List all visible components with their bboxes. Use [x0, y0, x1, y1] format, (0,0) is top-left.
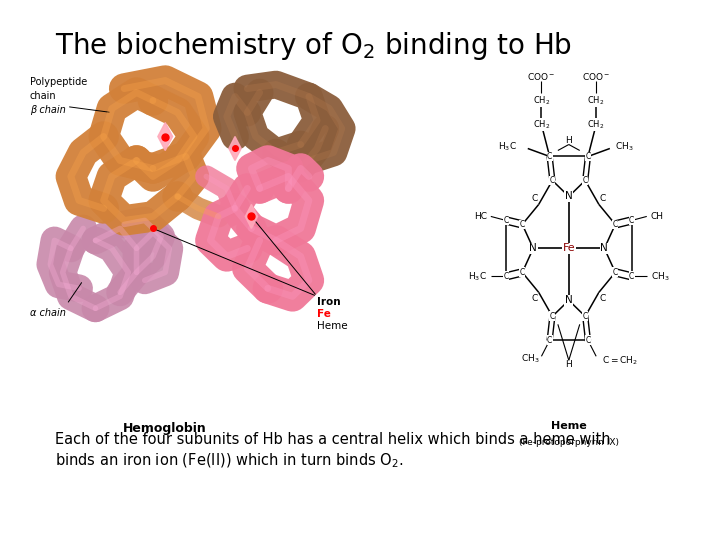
Text: C: C	[550, 176, 555, 185]
Text: H: H	[565, 136, 572, 145]
Text: C: C	[582, 312, 588, 321]
Text: C: C	[629, 272, 634, 281]
Text: Polypeptide: Polypeptide	[30, 77, 87, 86]
Text: Fe: Fe	[562, 244, 575, 253]
Text: C: C	[531, 294, 538, 303]
Text: CH$_3$: CH$_3$	[616, 140, 634, 153]
Text: binds an iron ion (Fe(II)) which in turn binds O$_2$.: binds an iron ion (Fe(II)) which in turn…	[55, 452, 403, 470]
Text: C: C	[613, 220, 618, 229]
Text: CH$_2$: CH$_2$	[533, 118, 550, 131]
Text: COO$^-$: COO$^-$	[527, 71, 556, 82]
Text: C: C	[503, 216, 508, 225]
Text: CH$_3$: CH$_3$	[651, 270, 670, 282]
Text: C$=$CH$_2$: C$=$CH$_2$	[602, 354, 637, 367]
Text: H$_3$C: H$_3$C	[498, 140, 517, 153]
Text: H: H	[565, 360, 572, 369]
Text: N: N	[600, 244, 608, 253]
Text: C: C	[613, 268, 618, 277]
Text: β chain: β chain	[30, 105, 66, 114]
Text: C: C	[531, 194, 538, 203]
Text: Hemoglobin: Hemoglobin	[123, 422, 207, 435]
Text: N: N	[565, 295, 572, 305]
Text: HC: HC	[474, 212, 487, 221]
Text: C: C	[582, 176, 588, 185]
Text: C: C	[629, 216, 634, 225]
Polygon shape	[229, 137, 241, 160]
Text: C: C	[547, 336, 552, 345]
Text: C: C	[600, 194, 606, 203]
Text: CH$_2$: CH$_2$	[588, 118, 605, 131]
Text: Each of the four subunits of Hb has a central helix which binds a heme with: Each of the four subunits of Hb has a ce…	[55, 432, 611, 447]
Text: H$_3$C: H$_3$C	[468, 270, 487, 282]
Text: N: N	[565, 192, 572, 201]
Text: CH$_3$: CH$_3$	[521, 352, 540, 365]
Text: N: N	[529, 244, 537, 253]
Text: C: C	[585, 152, 590, 161]
Text: C: C	[547, 152, 552, 161]
Polygon shape	[246, 205, 258, 228]
Text: The biochemistry of O$_2$ binding to Hb: The biochemistry of O$_2$ binding to Hb	[55, 30, 572, 62]
Text: Iron: Iron	[317, 298, 341, 307]
Text: C: C	[503, 272, 508, 281]
Text: Fe: Fe	[317, 309, 331, 319]
Text: CH: CH	[651, 212, 664, 221]
Text: chain: chain	[30, 91, 56, 100]
Text: C: C	[600, 294, 606, 303]
Text: Heme: Heme	[551, 421, 587, 431]
Text: COO$^-$: COO$^-$	[582, 71, 611, 82]
Text: α chain: α chain	[30, 308, 66, 319]
Text: Heme: Heme	[317, 321, 348, 332]
Text: CH$_2$: CH$_2$	[588, 94, 605, 107]
Text: C: C	[550, 312, 555, 321]
Text: C: C	[585, 336, 590, 345]
Text: CH$_2$: CH$_2$	[533, 94, 550, 107]
Polygon shape	[158, 123, 173, 151]
Text: C: C	[520, 268, 525, 277]
Text: (Fe-protoporphyrin IX): (Fe-protoporphyrin IX)	[519, 438, 618, 447]
Text: C: C	[520, 220, 525, 229]
